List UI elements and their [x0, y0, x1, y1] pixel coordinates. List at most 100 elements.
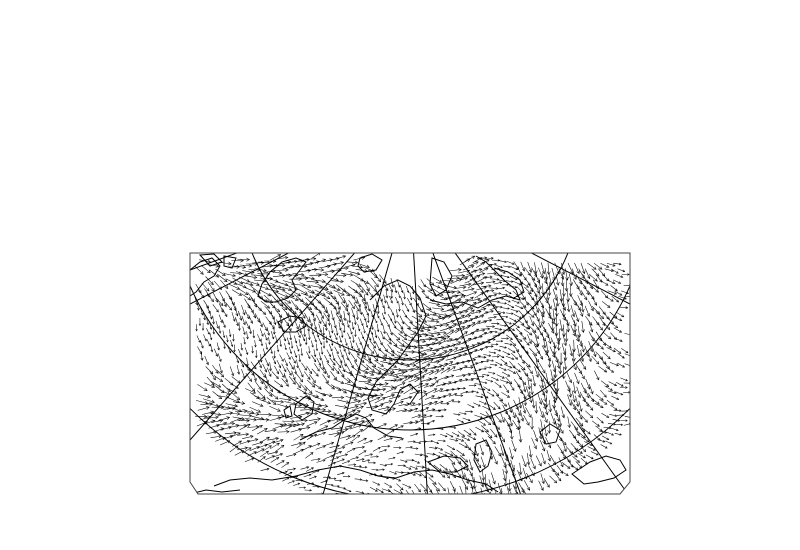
wind-vector-head [543, 329, 547, 333]
wind-vector-head [246, 279, 251, 283]
wind-vector [457, 352, 467, 358]
wind-vector [315, 404, 328, 407]
meridian-line [190, 253, 411, 441]
wind-vector [262, 445, 272, 452]
wind-vector [471, 452, 479, 462]
wind-vector-head [201, 328, 205, 331]
wind-vector [299, 308, 306, 319]
wind-vector [506, 260, 515, 265]
wind-vector-head [238, 292, 242, 296]
wind-vector-head [289, 471, 293, 475]
wind-vector-head [271, 316, 275, 320]
wind-vector [587, 446, 596, 451]
wind-vector-head [511, 387, 515, 391]
wind-vector-head [440, 400, 444, 404]
wind-vector-head [532, 383, 537, 387]
wind-vector [197, 289, 205, 298]
wind-vector [601, 412, 609, 418]
wind-vector [624, 333, 630, 336]
wind-vector-head [403, 408, 408, 412]
wind-vector [247, 412, 260, 415]
wind-vector [577, 305, 583, 317]
wind-vector-head [534, 410, 539, 414]
wind-vector [552, 299, 557, 311]
wind-vector-head [366, 264, 370, 269]
wind-vector-head [303, 334, 307, 338]
wind-vector-head [497, 452, 502, 457]
wind-vector-head [536, 309, 540, 314]
wind-vector-head [427, 467, 431, 471]
wind-vector [527, 282, 533, 292]
wind-vector-head [552, 399, 557, 404]
wind-vector [516, 489, 520, 494]
wind-vector [286, 352, 291, 360]
wind-vector-head [283, 369, 287, 373]
wind-vector-head [330, 348, 333, 352]
wind-vector [418, 393, 428, 401]
wind-vector-head [555, 388, 560, 392]
wind-vector-head [577, 394, 582, 399]
wind-vector [415, 419, 423, 425]
wind-vector-head [438, 279, 443, 283]
wind-vector [385, 387, 397, 393]
wind-vector [328, 343, 333, 352]
wind-vector [426, 409, 435, 412]
wind-vector [257, 456, 266, 463]
wind-vector-head [560, 450, 564, 455]
wind-vector [436, 324, 449, 326]
wind-vector [312, 486, 320, 488]
wind-vector [312, 269, 324, 271]
wind-vector [247, 426, 259, 428]
wind-vector [344, 338, 348, 346]
wind-vector [369, 340, 376, 349]
wind-vector-head [533, 352, 537, 357]
wind-vector [585, 378, 590, 390]
wind-vector [273, 275, 286, 277]
wind-vector-head [478, 310, 482, 314]
wind-vector-head [524, 320, 528, 324]
wind-vector [367, 302, 370, 312]
wind-vector [602, 351, 611, 360]
wind-vector-head [608, 336, 612, 340]
wind-vector [378, 406, 390, 410]
wind-vector-head [359, 394, 364, 399]
wind-vector [396, 309, 398, 318]
wind-vector-head [306, 319, 310, 323]
wind-vector-head [599, 279, 603, 283]
wind-vector [318, 323, 322, 333]
wind-vector-head [376, 396, 381, 401]
wind-vector-head [427, 324, 432, 328]
wind-vector-head [493, 272, 497, 275]
wind-vector-head [429, 288, 433, 292]
wind-vector [595, 331, 602, 342]
wind-vector-head [581, 375, 585, 380]
wind-vector [393, 371, 405, 376]
wind-vector [524, 373, 532, 382]
map-frame [189, 252, 631, 495]
wind-vector [209, 332, 212, 340]
wind-vector-head [497, 406, 501, 410]
wind-vector [298, 339, 302, 347]
wind-vector-head [315, 280, 319, 284]
wind-vector [572, 349, 575, 362]
wind-vector [581, 300, 584, 313]
wind-vector [485, 346, 494, 348]
wind-vector [484, 310, 494, 314]
wind-vector [296, 387, 307, 394]
wind-vector-head [340, 431, 345, 435]
wind-vector [424, 352, 436, 358]
wind-vector-head [259, 441, 264, 445]
wind-vector-head [479, 415, 483, 419]
wind-vector [432, 452, 441, 458]
wind-vector [271, 371, 279, 379]
wind-vector-head [593, 266, 597, 270]
wind-vector [383, 337, 392, 345]
wind-vector-head [275, 436, 280, 441]
wind-vector [248, 269, 261, 271]
wind-vector-head [442, 474, 446, 478]
wind-vector [256, 428, 268, 435]
wind-vector-head [217, 412, 222, 417]
wind-vector-head [547, 364, 552, 368]
wind-vector [533, 430, 538, 442]
wind-vector [354, 402, 367, 406]
